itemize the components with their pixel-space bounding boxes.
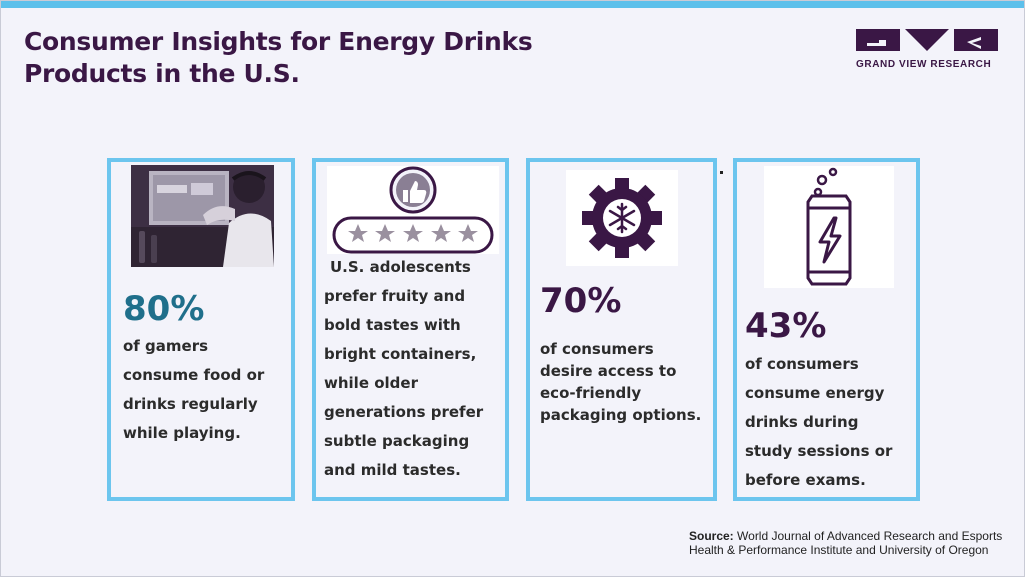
title-line-2: Products in the U.S. bbox=[24, 59, 300, 88]
stray-dot bbox=[720, 171, 723, 174]
energy-drink-can-icon bbox=[764, 166, 894, 288]
stat-value: 43% bbox=[745, 306, 827, 346]
stat-description: of consumers consume energy drinks durin… bbox=[745, 355, 893, 489]
gear-snowflake-icon bbox=[566, 170, 678, 266]
page-title: Consumer Insights for Energy Drinks Prod… bbox=[24, 26, 584, 90]
source-note: Source: World Journal of Advanced Resear… bbox=[689, 529, 1019, 557]
insight-card-preferences: U.S. adolescents prefer fruity and bold … bbox=[312, 158, 509, 501]
title-line-1: Consumer Insights for Energy Drinks bbox=[24, 27, 533, 56]
stat-description: of consumers desire access to eco-friend… bbox=[540, 340, 702, 424]
insight-card-eco-packaging: 70% of consumers desire access to eco-fr… bbox=[526, 158, 717, 501]
grand-view-research-logo bbox=[856, 29, 998, 51]
source-text: World Journal of Advanced Research and E… bbox=[689, 529, 1003, 557]
insight-card-gamers: 80% of gamers consume food or drinks reg… bbox=[107, 158, 295, 501]
source-label: Source: bbox=[689, 529, 734, 543]
rating-stars bbox=[348, 224, 478, 242]
insight-card-study-sessions: 43% of consumers consume energy drinks d… bbox=[733, 158, 920, 501]
stat-value: 70% bbox=[540, 281, 622, 321]
stat-description: U.S. adolescents prefer fruity and bold … bbox=[324, 258, 484, 479]
thumbs-up-rating-icon bbox=[327, 166, 499, 254]
stat-description: of gamers consume food or drinks regular… bbox=[123, 337, 265, 442]
top-accent-bar bbox=[1, 1, 1024, 8]
stat-value: 80% bbox=[123, 289, 205, 329]
logo-brand-text: GRAND VIEW RESEARCH bbox=[856, 59, 992, 70]
gamer-photo bbox=[131, 165, 274, 267]
